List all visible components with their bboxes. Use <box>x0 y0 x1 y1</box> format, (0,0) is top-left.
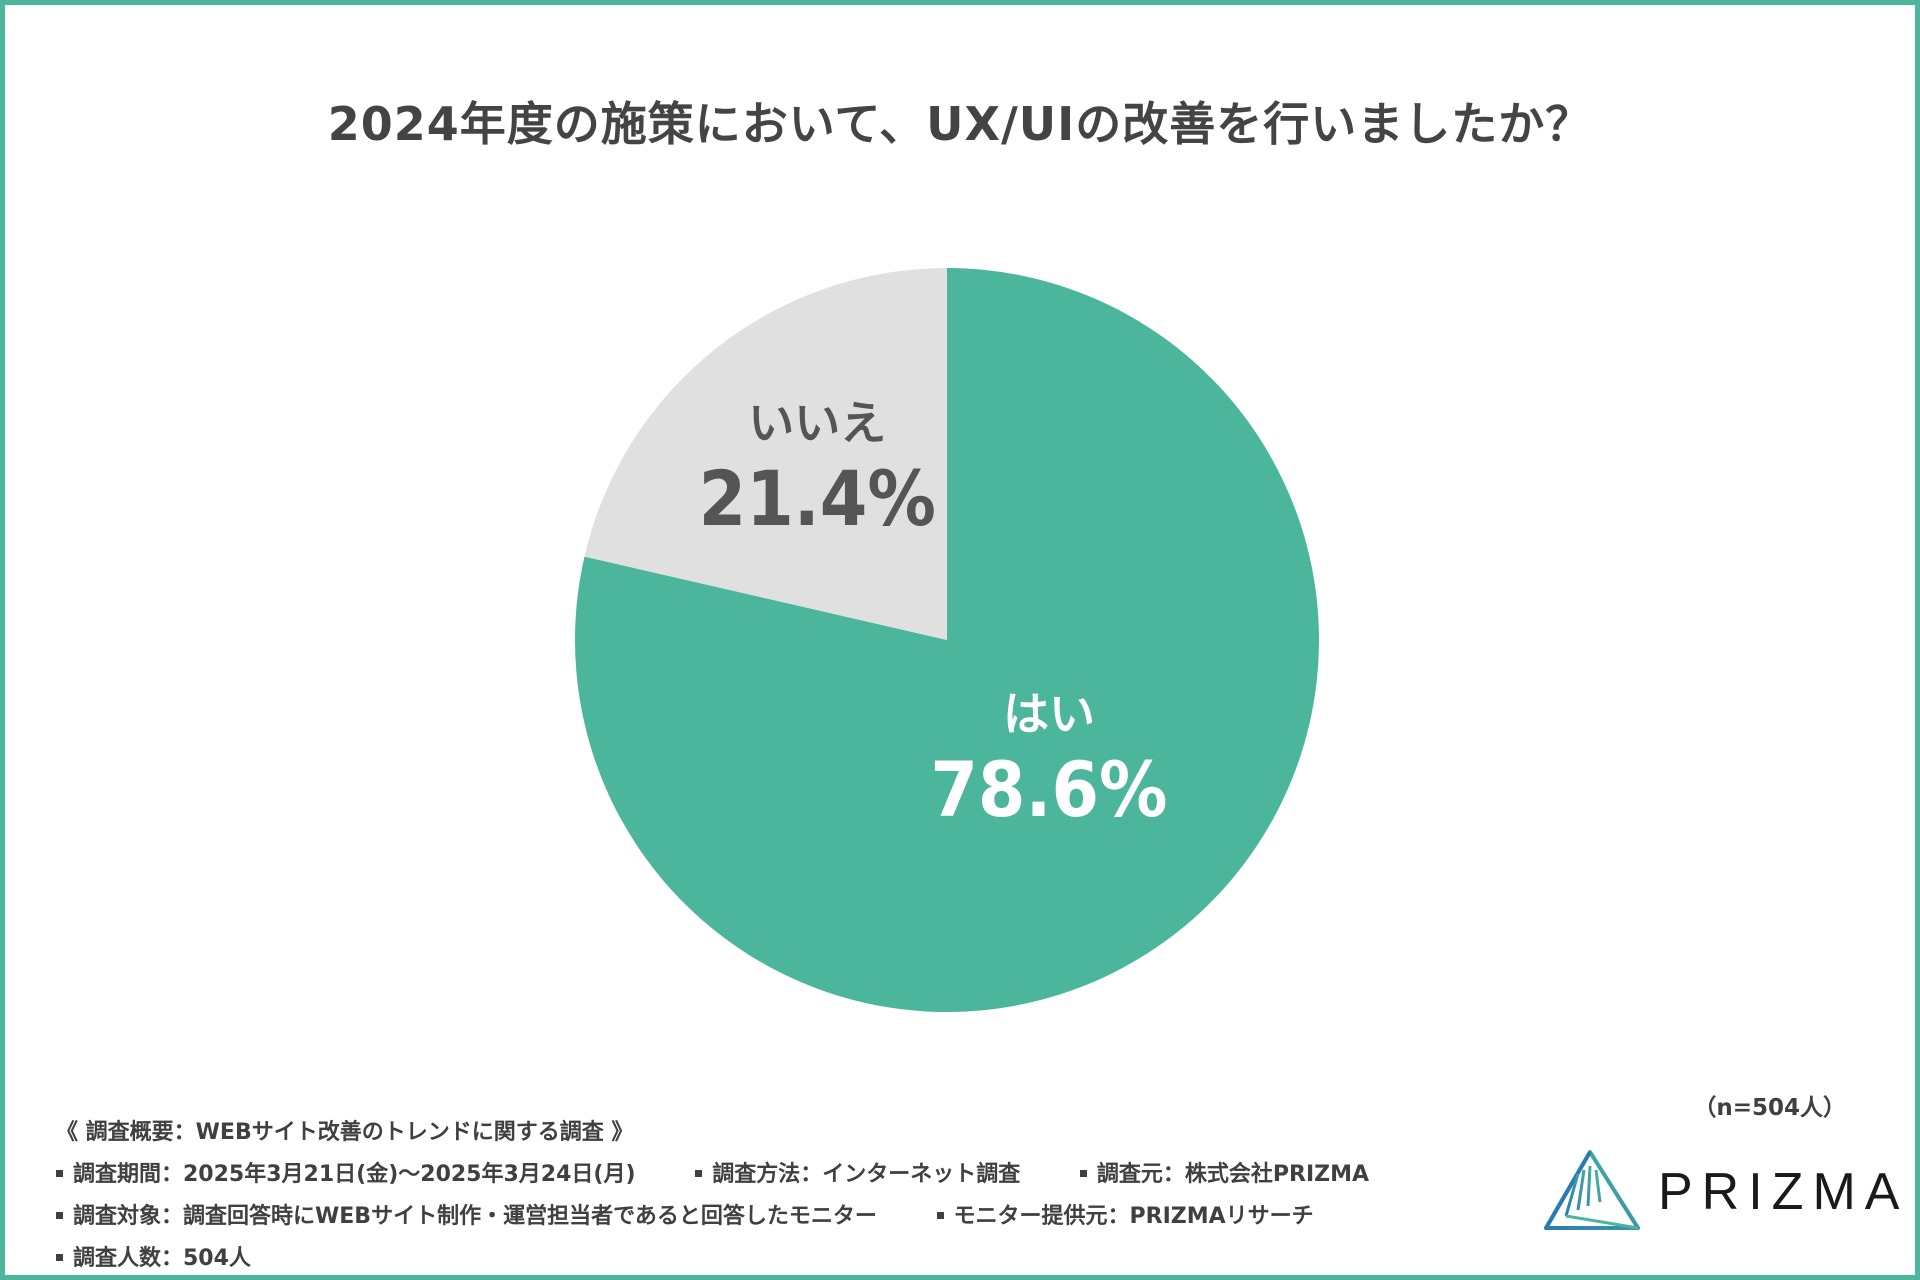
slice-category-label: はい <box>1003 687 1095 741</box>
footer-item: 調査期間：2025年3月21日(金)〜2025年3月24日(月) <box>56 1154 636 1196</box>
footer-heading: 《 調査概要：WEBサイト改善のトレンドに関する調査 》 <box>56 1120 634 1145</box>
footer-item: 調査元：株式会社PRIZMA <box>1079 1154 1369 1196</box>
prizma-prism-icon <box>1544 1150 1640 1230</box>
bullet-icon <box>56 1169 63 1177</box>
pie-slice-yes <box>575 268 1319 1013</box>
sample-size-note: （n=504人） <box>1693 1095 1846 1121</box>
bullet-icon <box>56 1211 63 1219</box>
survey-footer: 《 調査概要：WEBサイト改善のトレンドに関する調査 》 調査期間：2025年3… <box>56 1112 1369 1280</box>
footer-row-3: 調査人数：504人 <box>56 1238 1369 1280</box>
footer-item: モニター提供元：PRIZMAリサーチ <box>936 1196 1314 1238</box>
bullet-icon <box>695 1169 703 1177</box>
footer-row-1: 調査期間：2025年3月21日(金)〜2025年3月24日(月) 調査方法：イン… <box>56 1154 1369 1196</box>
slice-category-label: いいえ <box>748 396 886 450</box>
chart-title: 2024年度の施策において、UX/UIの改善を行いましたか？ <box>327 97 1593 151</box>
footer-row-2: 調査対象：調査回答時にWEBサイト制作・運営担当者であると回答したモニター モニ… <box>56 1196 1369 1238</box>
footer-item: 調査対象：調査回答時にWEBサイト制作・運営担当者であると回答したモニター <box>56 1196 877 1238</box>
slice-value-label: 21.4% <box>699 454 936 543</box>
pie-slice-no <box>584 268 947 640</box>
bullet-icon <box>936 1211 944 1219</box>
logo-text: PRIZMA <box>1658 1163 1909 1221</box>
footer-item: 調査人数：504人 <box>56 1238 251 1280</box>
bullet-icon <box>56 1253 63 1261</box>
slice-value-label: 78.6% <box>930 745 1167 834</box>
footer-item: 調査方法：インターネット調査 <box>695 1154 1020 1196</box>
bullet-icon <box>1079 1169 1087 1177</box>
prizma-logo: PRIZMA <box>1538 1146 1899 1236</box>
